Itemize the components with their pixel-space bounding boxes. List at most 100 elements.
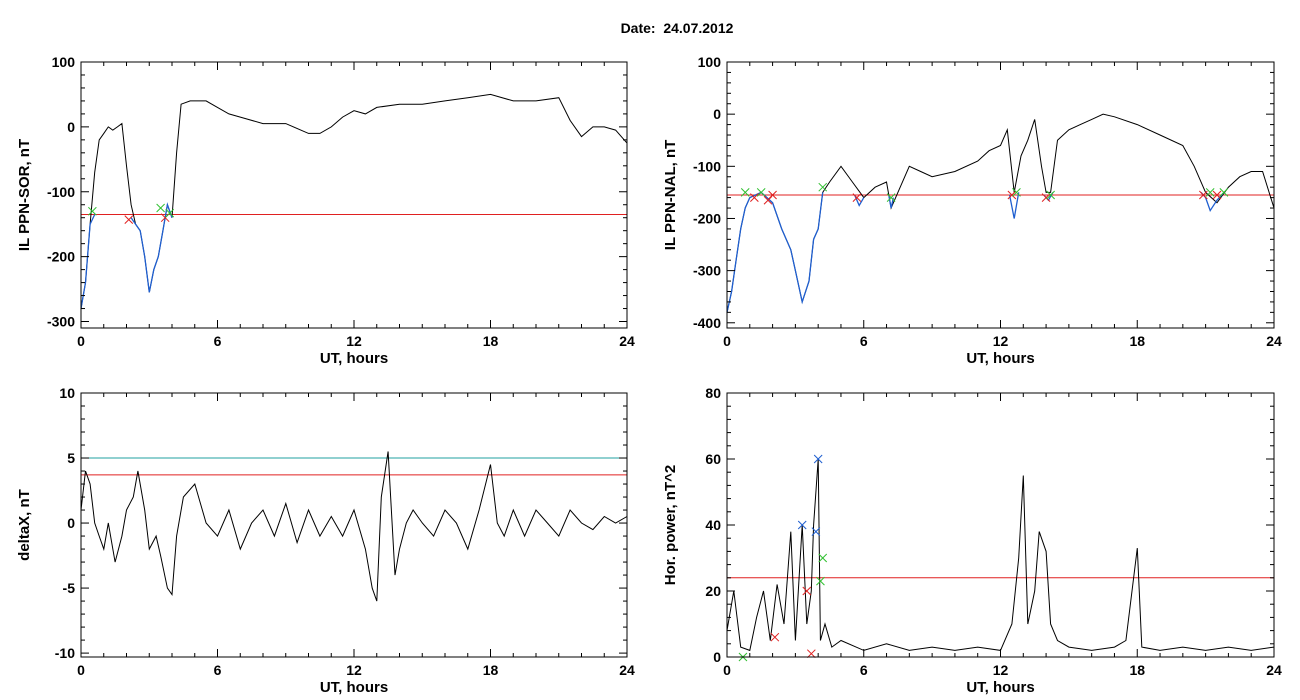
chart-panel-1: 0 6 12 18 24 -300 -200 -100 0 100 UT, hours IL PPN-… <box>16 54 635 367</box>
event-marker <box>1046 190 1055 200</box>
y-tick-label: -200 <box>47 249 75 265</box>
event-marker <box>1205 188 1215 197</box>
y-tick-label: 0 <box>67 119 75 135</box>
highlight-segment-line <box>726 197 751 313</box>
event-marker <box>88 206 97 216</box>
event-marker-stroke <box>88 206 97 216</box>
x-tick-label: 6 <box>214 662 222 678</box>
event-marker-stroke <box>1012 188 1021 197</box>
x-tick-label: 0 <box>723 333 731 349</box>
chart-panel-4: 0 6 12 18 24 0 20 40 60 80 UT, hours Hor. power, nT… <box>662 385 1282 696</box>
x-tick-label: 6 <box>860 662 868 678</box>
event-marker-stroke <box>156 203 165 213</box>
page-title: Date: 24.07.2012 <box>620 20 734 36</box>
event-marker <box>886 193 896 202</box>
event-marker <box>816 576 825 586</box>
y-tick-label: -100 <box>47 184 75 200</box>
x-tick-label: 18 <box>1129 333 1145 349</box>
event-marker <box>1012 188 1021 197</box>
event-marker <box>749 193 759 202</box>
event-marker <box>1219 188 1229 197</box>
y-tick-label: -400 <box>693 315 721 331</box>
x-tick-label: 12 <box>993 333 1009 349</box>
y-tick-label: 5 <box>67 450 75 466</box>
chart-panel-3: 0 6 12 18 24 -10 -5 0 5 10 UT, hours deltaX, nT <box>16 385 635 696</box>
event-marker-stroke <box>1219 188 1229 197</box>
event-marker <box>806 649 816 659</box>
event-marker <box>852 193 862 202</box>
x-tick-label: 18 <box>1129 662 1145 678</box>
x-axis-label: UT, hours <box>966 679 1034 696</box>
y-tick-label: 40 <box>705 517 721 533</box>
event-marker <box>1198 190 1208 200</box>
x-tick-label: 0 <box>77 333 85 349</box>
event-marker-stroke <box>816 576 825 586</box>
y-tick-label: -100 <box>693 158 721 174</box>
event-marker <box>813 454 823 464</box>
x-tick-label: 24 <box>619 662 635 678</box>
event-marker-stroke <box>818 182 828 192</box>
event-marker <box>740 188 750 197</box>
x-tick-label: 24 <box>619 333 635 349</box>
event-marker-stroke <box>165 208 175 218</box>
event-marker <box>802 586 812 596</box>
event-marker-stroke <box>1205 188 1215 197</box>
y-tick-label: 100 <box>698 54 722 70</box>
event-marker <box>797 520 807 530</box>
event-marker-stroke <box>797 520 807 530</box>
y-tick-label: 10 <box>59 385 75 401</box>
x-tick-label: 6 <box>860 333 868 349</box>
event-marker-stroke <box>740 188 750 197</box>
event-marker-stroke <box>1041 193 1051 202</box>
event-marker-stroke <box>806 649 816 659</box>
event-marker-stroke <box>802 586 812 596</box>
y-tick-label: -200 <box>693 210 721 226</box>
event-marker <box>756 188 766 197</box>
x-tick-label: 18 <box>483 333 499 349</box>
event-marker <box>124 215 134 225</box>
x-tick-label: 24 <box>1266 662 1282 678</box>
plot-frame <box>80 61 628 329</box>
event-marker <box>1212 190 1222 200</box>
y-axis-label: IL PPN-SOR, nT <box>16 139 33 251</box>
event-marker-stroke <box>1007 190 1017 200</box>
event-marker <box>1007 190 1017 200</box>
data-series-line <box>80 93 628 309</box>
highlight-segment-line <box>80 214 96 309</box>
y-tick-label: -5 <box>63 580 76 596</box>
y-tick-label: 0 <box>713 106 721 122</box>
x-axis-label: UT, hours <box>966 350 1034 367</box>
event-marker-stroke <box>749 193 759 202</box>
data-series-line <box>80 451 628 602</box>
event-marker-stroke <box>1198 190 1208 200</box>
x-tick-label: 6 <box>214 333 222 349</box>
highlight-segment-line <box>1008 192 1020 219</box>
event-marker-stroke <box>818 553 828 563</box>
y-tick-label: 60 <box>705 451 721 467</box>
event-marker <box>165 208 175 218</box>
event-marker-stroke <box>1046 190 1055 200</box>
y-axis-label: IL PPN-NAL, nT <box>662 140 679 251</box>
event-marker-stroke <box>756 188 766 197</box>
event-marker-stroke <box>124 215 134 225</box>
x-tick-label: 12 <box>346 662 362 678</box>
y-tick-label: -10 <box>55 645 75 661</box>
event-marker <box>818 182 828 192</box>
y-tick-label: 20 <box>705 583 721 599</box>
event-marker <box>770 632 780 642</box>
event-marker-stroke <box>811 527 821 536</box>
y-axis-label: deltaX, nT <box>16 489 33 561</box>
y-tick-label: 80 <box>705 385 721 401</box>
event-marker-stroke <box>1212 190 1222 200</box>
event-marker <box>156 203 165 213</box>
x-tick-label: 0 <box>723 662 731 678</box>
y-tick-label: -300 <box>47 314 75 330</box>
plot-frame <box>80 392 628 658</box>
y-tick-label: 0 <box>67 515 75 531</box>
x-axis-label: UT, hours <box>320 350 388 367</box>
x-tick-label: 18 <box>483 662 499 678</box>
x-tick-label: 0 <box>77 662 85 678</box>
x-tick-label: 12 <box>346 333 362 349</box>
event-marker <box>768 190 777 200</box>
